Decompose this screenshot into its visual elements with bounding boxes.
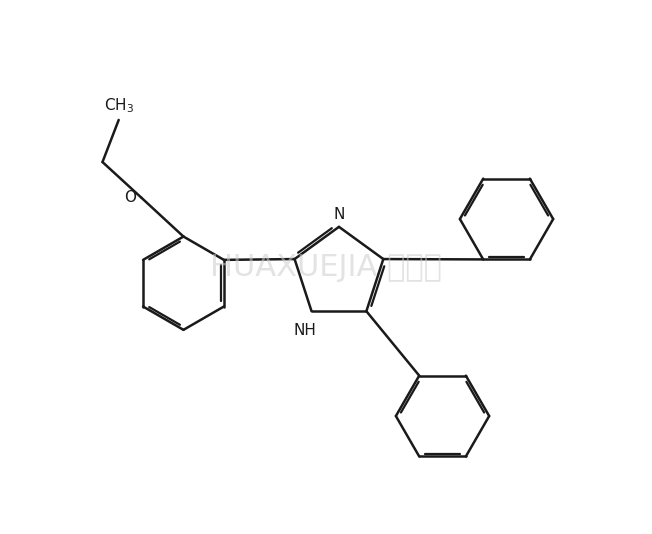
- Text: N: N: [333, 207, 345, 222]
- Text: CH$_3$: CH$_3$: [104, 96, 134, 115]
- Text: O: O: [124, 190, 136, 205]
- Text: HUAXUEJIA 化学加: HUAXUEJIA 化学加: [210, 253, 442, 281]
- Text: NH: NH: [293, 323, 316, 338]
